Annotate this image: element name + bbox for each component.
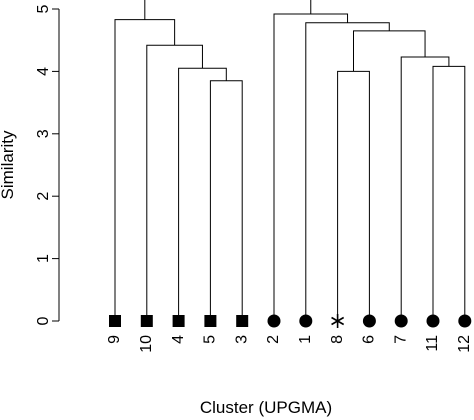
dendrogram-branch [114,19,176,321]
leaf-label: 1 [297,335,314,344]
dendrogram-branch [353,30,426,72]
y-tick-label: 2 [35,192,52,201]
y-tick-label: 3 [35,129,52,138]
leaf-label: 6 [361,335,378,344]
square-marker [236,315,249,327]
leaf-label: 5 [202,335,219,344]
y-axis: 0 1 2 3 4 5 [35,4,60,325]
leaf-label: 3 [233,335,250,344]
y-axis-title: Similarity [0,130,17,199]
leaf-label: 9 [106,335,123,344]
leaf-label: 8 [329,335,346,344]
asterisk-marker [331,314,345,328]
circle-marker [426,314,440,328]
dendrogram-branch [146,44,203,321]
dendrogram-branch [432,65,466,321]
x-axis-title: Cluster (UPGMA) [200,398,332,417]
leaf-label: 10 [138,335,155,353]
leaf-label: 2 [265,335,282,344]
dendrogram-tree [114,0,466,321]
circle-marker [458,314,472,328]
y-tick-label: 0 [35,316,52,325]
square-marker [204,315,217,327]
y-tick-label: 4 [35,67,52,76]
dendrogram-branch [400,56,450,321]
square-marker [172,315,185,327]
leaf-label: 4 [170,335,187,344]
leaf-labels: 9 10 4 5 3 2 1 8 6 7 11 12 [106,335,473,353]
y-tick-label: 5 [35,4,52,13]
dendrogram-branch [273,13,349,321]
leaf-markers [109,314,472,328]
square-marker [109,315,121,327]
dendrogram-branch [305,22,390,321]
dendrogram-branch [144,0,312,20]
circle-marker [299,314,313,328]
circle-marker [362,314,376,328]
dendrogram-branch [178,67,227,321]
leaf-label: 12 [456,335,473,353]
leaf-label: 7 [392,335,409,344]
square-marker [140,315,153,327]
circle-marker [267,314,281,328]
dendrogram-branch [337,70,370,321]
leaf-label: 11 [424,335,441,352]
circle-marker [394,314,408,328]
dendrogram-branch [209,80,243,321]
y-tick-label: 1 [35,254,52,263]
